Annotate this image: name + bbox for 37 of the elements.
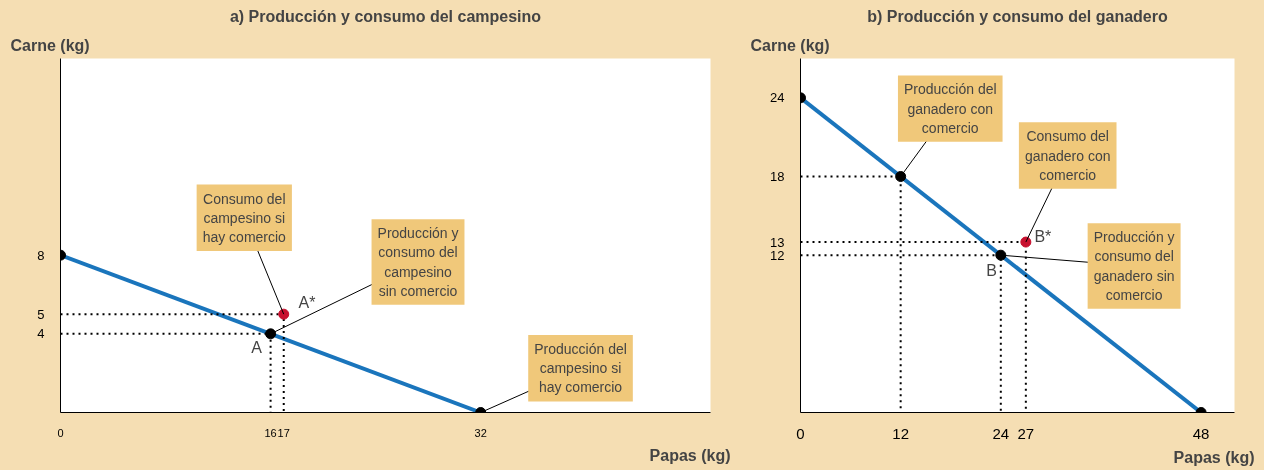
y-tick-label: 8 — [37, 247, 45, 263]
annotation: A* — [298, 293, 316, 311]
chart-title: a) Producción y consumo del campesino — [229, 7, 542, 25]
point — [895, 171, 907, 182]
annotation: Producción del ganadero con comercio — [903, 81, 997, 136]
y-axis-title: Carne (kg) — [10, 36, 90, 54]
x-tick-label: 0 — [796, 424, 805, 442]
x-tick-label: 12 — [892, 424, 909, 442]
x-axis-title: Papas (kg) — [1173, 448, 1255, 466]
y-tick-label: 12 — [770, 247, 785, 263]
annotation: Producción y consumo del campesino sin comercio — [377, 225, 459, 299]
y-tick-label: 13 — [770, 234, 785, 250]
x-axis-title: Papas (kg) — [649, 446, 731, 464]
x-tick-label: 17 — [277, 426, 290, 439]
x-tick-label: 24 — [992, 424, 1010, 442]
point — [995, 249, 1007, 261]
x-tick-label: 27 — [1017, 424, 1035, 442]
y-tick-label: 18 — [770, 169, 785, 184]
annotation: A — [251, 339, 263, 357]
y-tick-label: 5 — [37, 306, 45, 322]
annotation: B* — [1034, 227, 1052, 245]
point — [1020, 236, 1032, 248]
annotation: Consumo del ganadero con comercio — [1024, 128, 1111, 183]
x-tick-label: 32 — [474, 426, 487, 439]
y-tick-label: 4 — [37, 326, 45, 342]
point — [265, 328, 277, 340]
point — [278, 308, 290, 320]
x-tick-label: 0 — [57, 426, 64, 439]
annotation: Consumo del campesino si hay comercio — [202, 190, 287, 245]
x-tick-label: 48 — [1192, 424, 1210, 442]
annotation: Producción del campesino si hay comercio — [534, 341, 627, 396]
annotation: B — [986, 262, 997, 280]
chart-title: b) Producción y consumo del ganadero — [867, 7, 1168, 25]
annotation: Producción y consumo del ganadero sin comercio — [1093, 229, 1175, 303]
y-tick-label: 24 — [770, 90, 785, 106]
x-tick-label: 16 — [264, 426, 277, 439]
y-axis-title: Carne (kg) — [750, 36, 830, 54]
